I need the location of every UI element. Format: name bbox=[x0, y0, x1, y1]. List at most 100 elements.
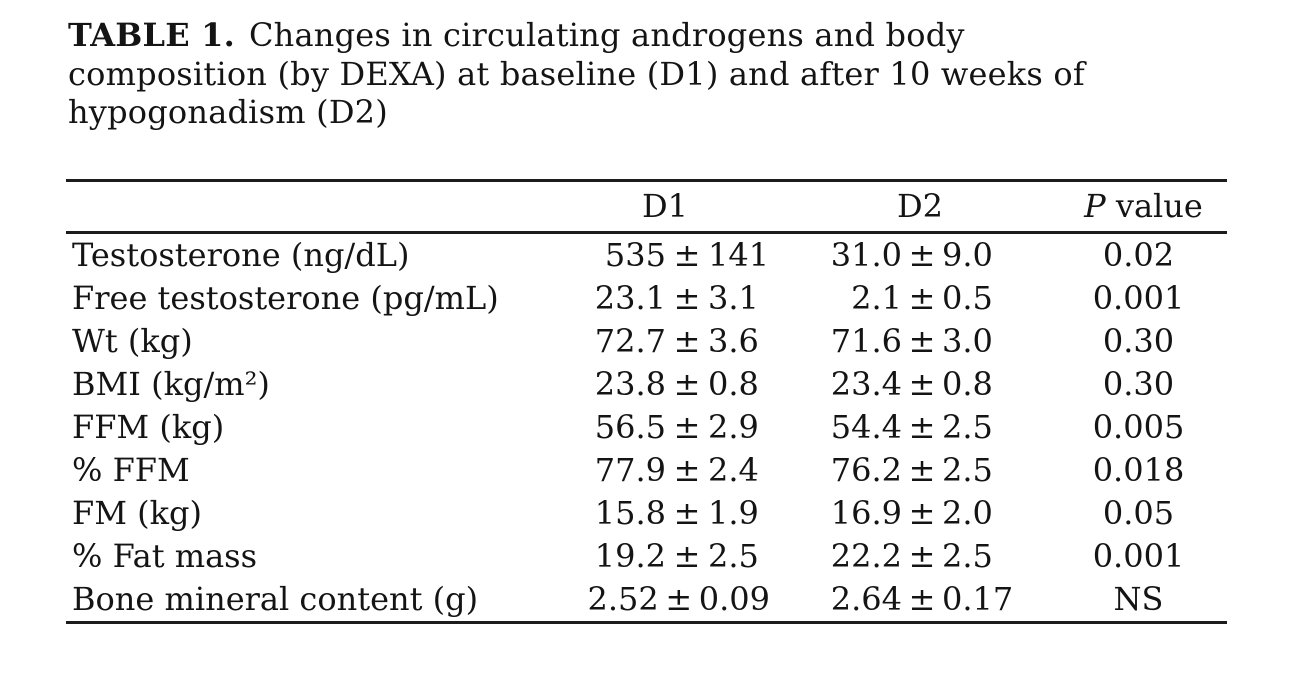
plus-minus-symbol: ± bbox=[673, 451, 701, 489]
d2-value-cell: 23.4 ± 0.8 bbox=[770, 363, 1050, 406]
d2-mean: 2.1 bbox=[851, 279, 902, 317]
plus-minus-symbol: ± bbox=[908, 537, 936, 575]
d2-sd: 0.17 bbox=[942, 580, 1014, 618]
d2-mean: 31.0 bbox=[830, 236, 902, 274]
plus-minus-symbol: ± bbox=[673, 322, 701, 360]
d1-mean: 2.52 bbox=[587, 580, 659, 618]
row-label: Testosterone (ng/dL) bbox=[72, 236, 410, 274]
d2-sd: 2.5 bbox=[942, 451, 993, 489]
caption-text-1: Changes in circulating androgens and bod… bbox=[248, 16, 965, 54]
d1-value-cell: 56.5 ± 2.9 bbox=[510, 406, 770, 449]
row-label: Free testosterone (pg/mL) bbox=[72, 279, 499, 317]
p-value-cell: 0.30 bbox=[1102, 365, 1175, 403]
row-label: Bone mineral content (g) bbox=[72, 580, 479, 618]
plus-minus-symbol: ± bbox=[908, 451, 936, 489]
table-row: % FFM 77.9 ± 2.4 76.2 ± 2.5 0.018 bbox=[66, 449, 1227, 492]
table-row: BMI (kg/m²) 23.8 ± 0.8 23.4 ± 0.8 0.30 bbox=[66, 363, 1227, 406]
plus-minus-symbol: ± bbox=[673, 279, 701, 317]
p-value-cell: 0.05 bbox=[1102, 494, 1175, 532]
table-row: FFM (kg) 56.5 ± 2.9 54.4 ± 2.5 0.005 bbox=[66, 406, 1227, 449]
table-row: % Fat mass 19.2 ± 2.5 22.2 ± 2.5 0.001 bbox=[66, 535, 1227, 578]
d1-sd: 1.9 bbox=[708, 494, 759, 532]
plus-minus-symbol: ± bbox=[673, 408, 701, 446]
d1-value-cell: 19.2 ± 2.5 bbox=[510, 535, 770, 578]
p-value-word: value bbox=[1105, 187, 1203, 225]
row-label: % Fat mass bbox=[72, 537, 257, 575]
table-top-rule bbox=[66, 179, 1227, 182]
plus-minus-symbol: ± bbox=[908, 580, 936, 618]
d1-value-cell: 2.52 ± 0.09 bbox=[510, 578, 770, 621]
p-value-cell: 0.02 bbox=[1102, 236, 1175, 274]
d1-value-cell: 535 ± 141 bbox=[510, 234, 770, 277]
d2-value-cell: 16.9 ± 2.0 bbox=[770, 492, 1050, 535]
d2-mean: 23.4 bbox=[830, 365, 902, 403]
d1-value-cell: 72.7 ± 3.6 bbox=[510, 320, 770, 363]
d1-value-cell: 23.8 ± 0.8 bbox=[510, 363, 770, 406]
row-label: BMI (kg/m²) bbox=[72, 365, 270, 403]
d2-sd: 2.0 bbox=[942, 494, 993, 532]
row-label: Wt (kg) bbox=[72, 322, 193, 360]
d2-sd: 0.5 bbox=[942, 279, 993, 317]
d1-sd: 0.8 bbox=[708, 365, 759, 403]
header-p-value: P value bbox=[1050, 182, 1227, 231]
d2-sd: 0.8 bbox=[942, 365, 993, 403]
table-header-row: D1 D2 P value bbox=[66, 182, 1227, 231]
d1-sd: 0.09 bbox=[698, 580, 770, 618]
table-row: Wt (kg) 72.7 ± 3.6 71.6 ± 3.0 0.30 bbox=[66, 320, 1227, 363]
row-label: FM (kg) bbox=[72, 494, 202, 532]
plus-minus-symbol: ± bbox=[908, 494, 936, 532]
d1-sd: 2.5 bbox=[708, 537, 759, 575]
d2-mean: 2.64 bbox=[830, 580, 902, 618]
row-label: % FFM bbox=[72, 451, 190, 489]
results-table: D1 D2 P value Testosterone (ng/dL) 535 ±… bbox=[66, 179, 1227, 624]
plus-minus-symbol: ± bbox=[908, 236, 936, 274]
d1-value-cell: 77.9 ± 2.4 bbox=[510, 449, 770, 492]
table-header-rule bbox=[66, 231, 1227, 234]
d2-mean: 54.4 bbox=[830, 408, 902, 446]
d1-mean: 72.7 bbox=[594, 322, 666, 360]
d2-value-cell: 76.2 ± 2.5 bbox=[770, 449, 1050, 492]
p-value-cell: NS bbox=[1113, 580, 1164, 618]
d1-mean: 56.5 bbox=[594, 408, 666, 446]
d2-mean: 22.2 bbox=[830, 537, 902, 575]
table-number-label: TABLE 1. bbox=[68, 16, 235, 54]
table-bottom-rule bbox=[66, 621, 1227, 624]
table-row: Bone mineral content (g) 2.52 ± 0.09 2.6… bbox=[66, 578, 1227, 621]
plus-minus-symbol: ± bbox=[908, 322, 936, 360]
plus-minus-symbol: ± bbox=[673, 494, 701, 532]
d2-mean: 16.9 bbox=[830, 494, 902, 532]
d2-sd: 9.0 bbox=[942, 236, 993, 274]
header-d1: D1 bbox=[641, 187, 688, 225]
d1-mean: 15.8 bbox=[594, 494, 666, 532]
p-value-cell: 0.001 bbox=[1092, 279, 1185, 317]
d2-sd: 3.0 bbox=[942, 322, 993, 360]
d1-mean: 19.2 bbox=[594, 537, 666, 575]
d1-value-cell: 15.8 ± 1.9 bbox=[510, 492, 770, 535]
d1-sd: 2.4 bbox=[708, 451, 759, 489]
p-value-cell: 0.001 bbox=[1092, 537, 1185, 575]
d1-sd: 2.9 bbox=[708, 408, 759, 446]
plus-minus-symbol: ± bbox=[673, 537, 701, 575]
d2-value-cell: 2.64 ± 0.17 bbox=[770, 578, 1050, 621]
table-row: Testosterone (ng/dL) 535 ± 141 31.0 ± 9.… bbox=[66, 234, 1227, 277]
row-label: FFM (kg) bbox=[72, 408, 225, 446]
d2-mean: 76.2 bbox=[830, 451, 902, 489]
table-row: FM (kg) 15.8 ± 1.9 16.9 ± 2.0 0.05 bbox=[66, 492, 1227, 535]
d1-mean: 23.1 bbox=[594, 279, 666, 317]
d1-sd: 141 bbox=[708, 236, 770, 274]
d1-mean: 23.8 bbox=[594, 365, 666, 403]
d1-sd: 3.6 bbox=[708, 322, 759, 360]
d1-value-cell: 23.1 ± 3.1 bbox=[510, 277, 770, 320]
d2-value-cell: 71.6 ± 3.0 bbox=[770, 320, 1050, 363]
table-body: Testosterone (ng/dL) 535 ± 141 31.0 ± 9.… bbox=[66, 234, 1227, 621]
d2-sd: 2.5 bbox=[942, 537, 993, 575]
p-symbol: P bbox=[1084, 187, 1106, 225]
p-value-cell: 0.005 bbox=[1092, 408, 1185, 446]
plus-minus-symbol: ± bbox=[908, 408, 936, 446]
plus-minus-symbol: ± bbox=[665, 580, 693, 618]
plus-minus-symbol: ± bbox=[673, 365, 701, 403]
d2-sd: 2.5 bbox=[942, 408, 993, 446]
d2-mean: 71.6 bbox=[830, 322, 902, 360]
header-d2: D2 bbox=[896, 187, 943, 225]
d2-value-cell: 2.1 ± 0.5 bbox=[770, 277, 1050, 320]
